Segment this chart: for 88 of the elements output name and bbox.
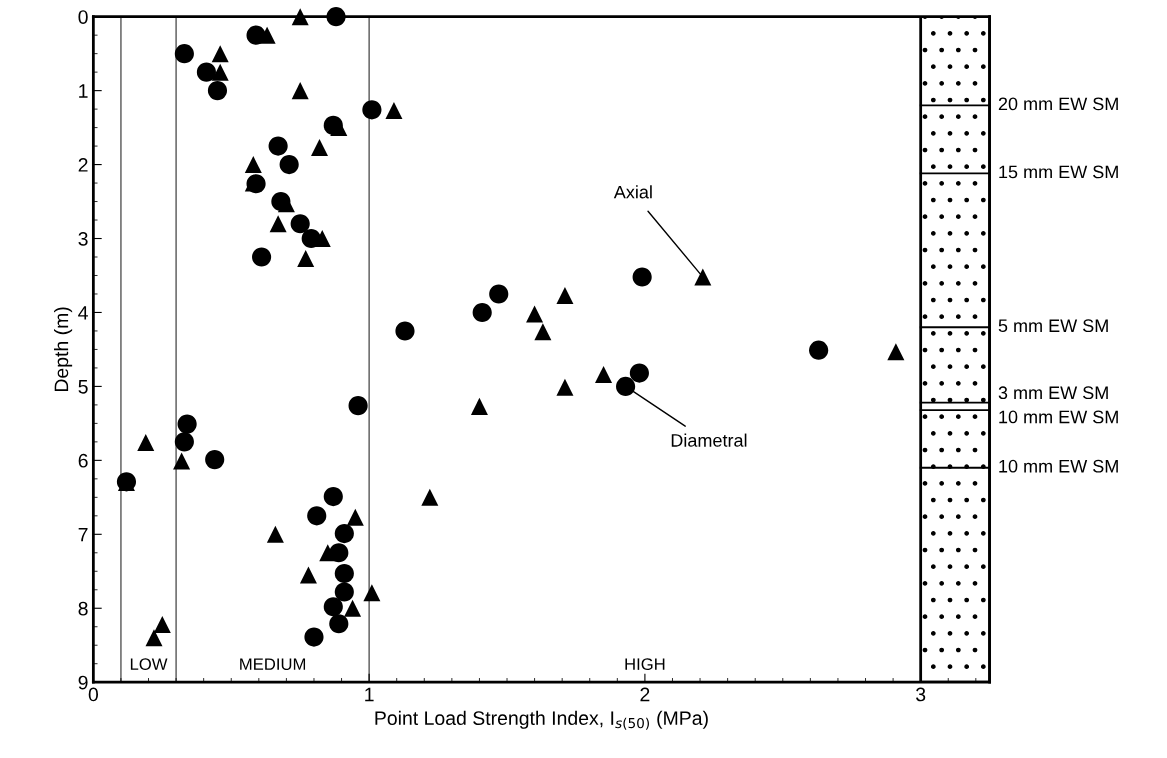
point bbox=[207, 81, 228, 101]
y-tick-label: 1 bbox=[79, 84, 88, 98]
point bbox=[556, 286, 574, 304]
point bbox=[344, 599, 362, 617]
point bbox=[323, 487, 343, 507]
point bbox=[629, 363, 649, 383]
point bbox=[269, 215, 287, 233]
point bbox=[304, 627, 324, 647]
point bbox=[173, 452, 191, 470]
point bbox=[334, 563, 354, 584]
point bbox=[395, 321, 415, 341]
annotation: Axial bbox=[613, 185, 652, 199]
point bbox=[809, 340, 829, 360]
point bbox=[246, 174, 266, 194]
y-tick-label: 5 bbox=[78, 380, 88, 394]
point bbox=[290, 214, 310, 234]
annotation: Diametral bbox=[671, 433, 747, 447]
point bbox=[153, 616, 171, 634]
point bbox=[174, 44, 194, 64]
point bbox=[174, 432, 194, 452]
point bbox=[299, 566, 317, 584]
point bbox=[694, 268, 712, 286]
point bbox=[348, 396, 368, 416]
point bbox=[323, 115, 343, 135]
point bbox=[526, 305, 544, 323]
point bbox=[266, 525, 284, 543]
point bbox=[887, 343, 905, 361]
ref-line-label: 20 mm EW SM bbox=[998, 97, 1118, 111]
x-axis-title: Point Load Strength Index, I$_{s(50)}$ (MPa) bbox=[375, 710, 708, 730]
point bbox=[291, 8, 309, 26]
point bbox=[472, 302, 492, 323]
point bbox=[534, 323, 552, 341]
point bbox=[616, 376, 636, 396]
point bbox=[307, 506, 327, 526]
point bbox=[326, 7, 346, 27]
point bbox=[385, 102, 403, 120]
point bbox=[246, 25, 266, 45]
point bbox=[268, 136, 288, 156]
point bbox=[489, 284, 509, 304]
y-tick-label: 7 bbox=[78, 527, 88, 542]
point bbox=[334, 582, 354, 602]
ref-line-label: 10 mm EW SM bbox=[999, 459, 1118, 473]
point bbox=[363, 584, 381, 602]
point bbox=[421, 488, 439, 506]
annotation: HIGH bbox=[625, 658, 665, 671]
y-tick-label: 3 bbox=[78, 231, 88, 246]
y-axis-title: Depth (m) bbox=[54, 307, 73, 392]
ref-line-label: 10 mm EW SM bbox=[999, 410, 1118, 424]
point bbox=[323, 597, 343, 617]
point bbox=[470, 397, 488, 415]
y-tick-label: 8 bbox=[78, 601, 88, 616]
point bbox=[137, 434, 155, 452]
annotation: MEDIUM bbox=[240, 658, 306, 671]
point bbox=[346, 508, 364, 526]
point bbox=[271, 191, 291, 212]
point bbox=[279, 155, 299, 175]
x-tick-label: 3 bbox=[916, 687, 926, 702]
ref-line-label: 3 mm EW SM bbox=[998, 386, 1108, 400]
point bbox=[595, 366, 613, 384]
point bbox=[310, 139, 328, 157]
point bbox=[291, 82, 309, 100]
point bbox=[145, 629, 163, 647]
y-tick-label: 0 bbox=[78, 10, 88, 24]
point bbox=[297, 249, 315, 267]
point bbox=[329, 543, 349, 563]
point bbox=[211, 63, 229, 81]
point bbox=[556, 378, 574, 396]
point bbox=[362, 100, 382, 120]
point bbox=[177, 414, 197, 434]
point bbox=[329, 614, 349, 634]
point bbox=[211, 45, 229, 63]
point bbox=[301, 228, 321, 249]
y-tick-label: 6 bbox=[78, 453, 88, 468]
y-tick-label: 9 bbox=[78, 675, 88, 690]
annotation: LOW bbox=[130, 658, 168, 671]
y-tick-label: 2 bbox=[78, 158, 88, 172]
x-tick-label: 2 bbox=[640, 687, 650, 702]
point bbox=[334, 523, 354, 544]
point bbox=[632, 267, 652, 287]
point bbox=[244, 156, 262, 174]
x-tick-label: 0 bbox=[88, 687, 99, 702]
ref-line-label: 15 mm EW SM bbox=[999, 165, 1118, 179]
y-tick-label: 4 bbox=[78, 306, 88, 320]
x-tick-label: 1 bbox=[365, 687, 374, 702]
point bbox=[252, 247, 272, 267]
point bbox=[196, 62, 216, 82]
ref-line-label: 5 mm EW SM bbox=[998, 319, 1108, 333]
point bbox=[205, 450, 225, 470]
